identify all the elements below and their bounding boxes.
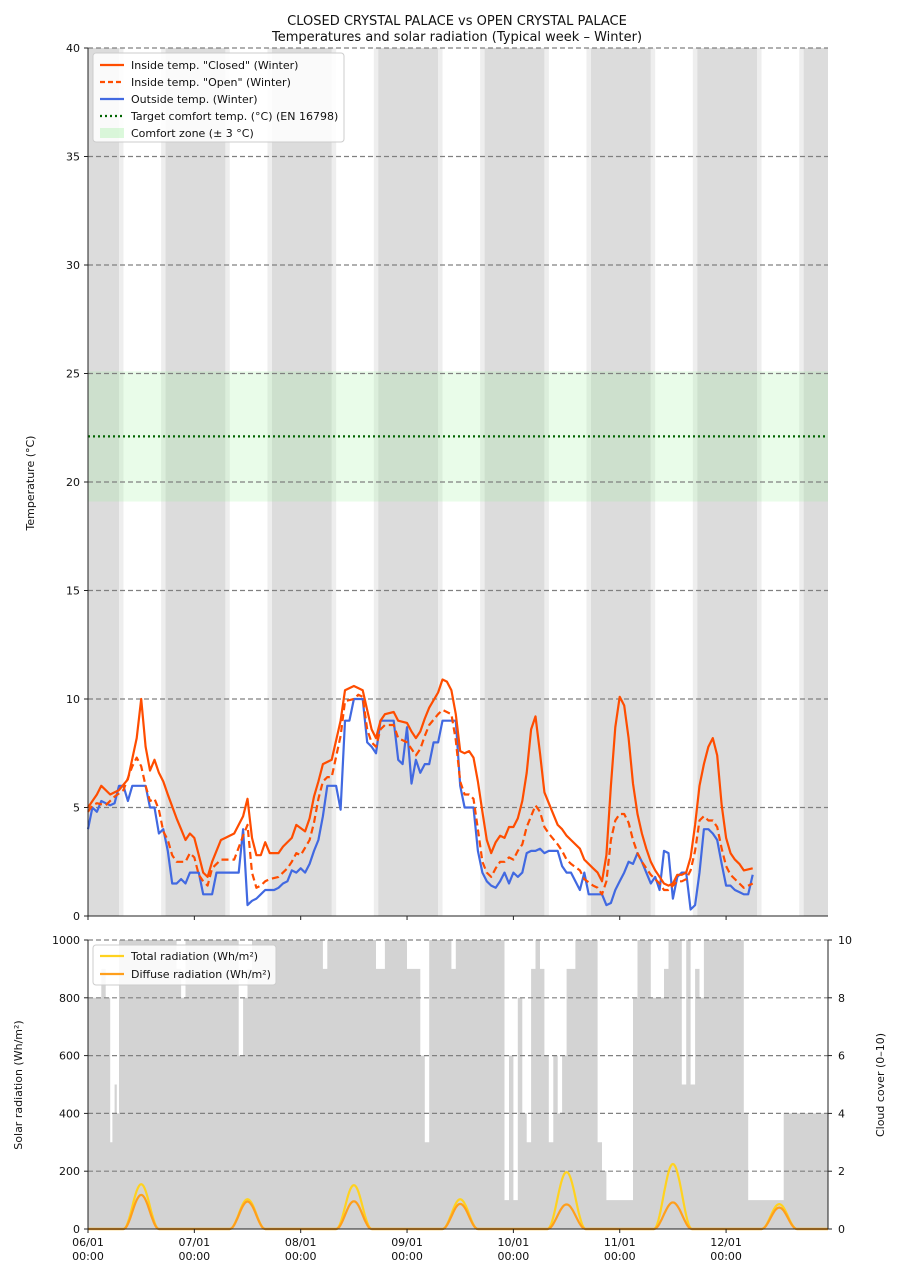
legend-label: Comfort zone (± 3 °C) — [131, 127, 254, 140]
radiation-tick-label: 600 — [59, 1050, 80, 1063]
legend-label: Outside temp. (Winter) — [131, 93, 258, 106]
chart-subtitle: Temperatures and solar radiation (Typica… — [271, 30, 642, 45]
temperature-tick-label: 25 — [66, 368, 80, 381]
temperature-tick-label: 10 — [66, 693, 80, 706]
twilight-band — [692, 48, 698, 916]
legend-swatch — [100, 128, 124, 138]
legend-label: Target comfort temp. (°C) (EN 16798) — [130, 110, 338, 123]
twilight-band — [267, 48, 272, 916]
cloud-tick-label: 2 — [838, 1165, 845, 1178]
temperature-tick-label: 30 — [66, 259, 80, 272]
cloud-tick-label: 0 — [838, 1223, 845, 1236]
legend-label: Diffuse radiation (Wh/m²) — [131, 968, 271, 981]
x-tick-date-label: 12/01 — [710, 1236, 742, 1249]
x-tick-date-label: 09/01 — [391, 1236, 423, 1249]
twilight-band — [757, 48, 762, 916]
legend-label: Total radiation (Wh/m²) — [130, 950, 258, 963]
x-tick-date-label: 11/01 — [604, 1236, 636, 1249]
x-tick-date-label: 08/01 — [285, 1236, 317, 1249]
temperature-tick-label: 15 — [66, 585, 80, 598]
temperature-tick-label: 5 — [73, 802, 80, 815]
radiation-tick-label: 0 — [73, 1223, 80, 1236]
radiation-tick-label: 1000 — [52, 934, 80, 947]
temperature-series-line — [87, 678, 753, 887]
x-tick-time-label: 00:00 — [391, 1250, 423, 1263]
x-tick-time-label: 00:00 — [285, 1250, 317, 1263]
temperature-axis-label: Temperature (°C) — [24, 436, 37, 532]
legend-label: Inside temp. "Open" (Winter) — [131, 76, 291, 89]
x-tick-time-label: 00:00 — [178, 1250, 210, 1263]
x-tick-time-label: 00:00 — [604, 1250, 636, 1263]
night-band — [803, 48, 828, 916]
radiation-tick-label: 800 — [59, 992, 80, 1005]
x-tick-date-label: 06/01 — [72, 1236, 104, 1249]
x-tick-date-label: 10/01 — [498, 1236, 530, 1249]
temperature-tick-label: 35 — [66, 151, 80, 164]
temperature-series-line — [86, 697, 754, 911]
cloud-tick-label: 6 — [838, 1050, 845, 1063]
radiation-tick-label: 200 — [59, 1165, 80, 1178]
temperature-tick-label: 0 — [73, 910, 80, 923]
cloud-tick-label: 10 — [838, 934, 852, 947]
cloud-axis-label: Cloud cover (0–10) — [874, 1033, 887, 1137]
chart-title: CLOSED CRYSTAL PALACE vs OPEN CRYSTAL PA… — [287, 14, 627, 29]
radiation-legend: Total radiation (Wh/m²) Diffuse radiation… — [92, 944, 277, 986]
radiation-panel: 02004006008001000024681006/0100:0007/010… — [52, 934, 852, 1263]
radiation-tick-label: 400 — [59, 1107, 80, 1120]
cloud-tick-label: 4 — [838, 1107, 845, 1120]
x-tick-time-label: 00:00 — [710, 1250, 742, 1263]
radiation-axis-label: Solar radiation (Wh/m²) — [12, 1020, 25, 1149]
temperature-legend: Inside temp. "Closed" (Winter) Inside tem… — [92, 52, 345, 143]
x-tick-time-label: 00:00 — [72, 1250, 104, 1263]
legend-label: Inside temp. "Closed" (Winter) — [131, 59, 298, 72]
temperature-series-line — [87, 693, 754, 896]
temperature-tick-label: 20 — [66, 476, 80, 489]
legend-frame — [92, 944, 277, 986]
x-tick-date-label: 07/01 — [178, 1236, 210, 1249]
twilight-band — [331, 48, 337, 916]
legend-frame — [92, 52, 345, 143]
temperature-panel: 0 5 10 15 20 25 30 35 40 Inside temp. "Closed" (W… — [66, 42, 828, 923]
cloud-cover-area — [88, 940, 828, 1229]
temperature-tick-label: 40 — [66, 42, 80, 55]
cloud-tick-label: 8 — [838, 992, 845, 1005]
x-tick-time-label: 00:00 — [498, 1250, 530, 1263]
